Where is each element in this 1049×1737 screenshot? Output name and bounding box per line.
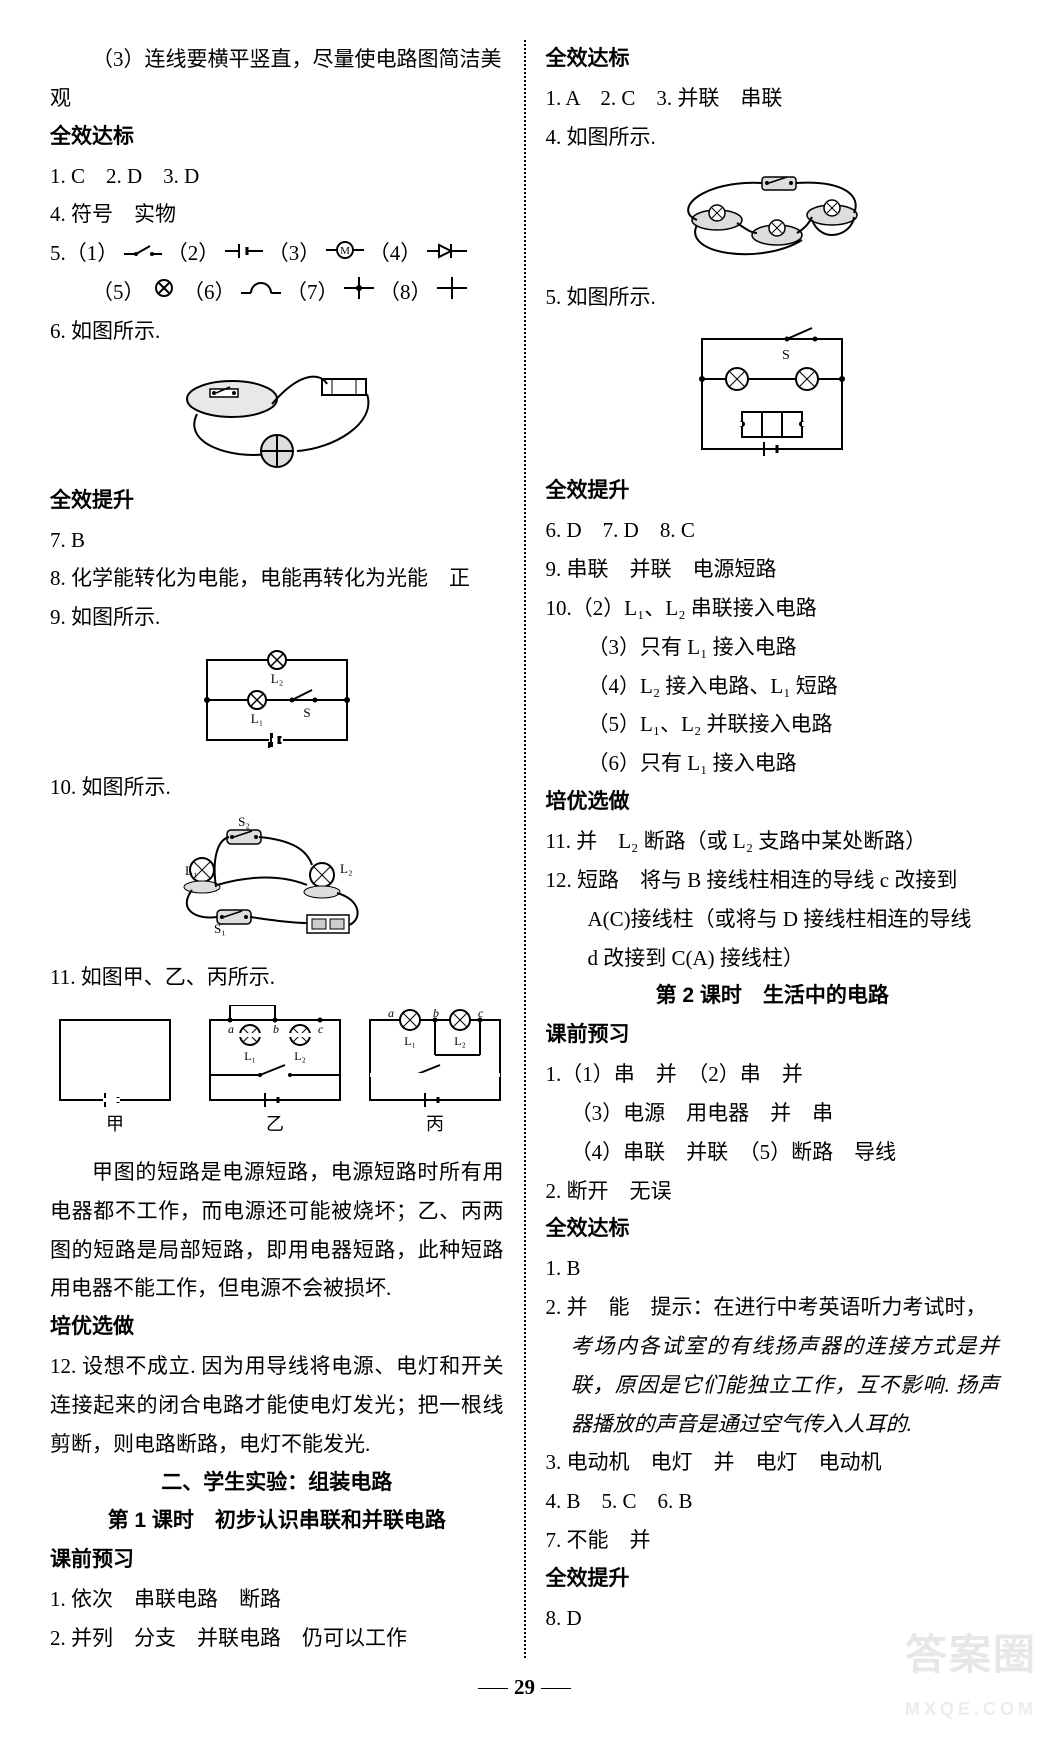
cap-bing: 丙 [426, 1114, 444, 1134]
svg-text:L₂: L₂ [454, 1034, 466, 1048]
q5-5-label: （5） [92, 280, 145, 304]
r-ans-4: 4. 如图所示. [546, 118, 1000, 157]
ans-10: 10. 如图所示. [50, 768, 504, 807]
figure-r-q4 [662, 165, 882, 270]
para-explain: 甲图的短路是电源短路，电源短路时所有用电器都不工作，而电源还可能被烧坏；乙、丙两… [50, 1153, 504, 1308]
q5-2-label: （2） [167, 241, 220, 265]
r-a1: 1. B [546, 1249, 1000, 1288]
heading-quanxiao-dabiao: 全效达标 [50, 118, 504, 157]
r-ans-12b: A(C)接线柱（或将与 D 接线柱相连的导线 [546, 900, 1000, 939]
r-pre-1c: （4）串联 并联 （5）断路 导线 [546, 1133, 1000, 1172]
ans-5-row2: （5） （6） （7） （8） [50, 273, 504, 312]
battery-icon [225, 242, 263, 260]
section-title-2b: 第 1 课时 初步认识串联和并联电路 [50, 1502, 504, 1541]
r-a3: 3. 电动机 电灯 并 电灯 电动机 [546, 1443, 1000, 1482]
q5-1-label: 5.（1） [50, 241, 118, 265]
r-ans-6-8: 6. D 7. D 8. C [546, 511, 1000, 550]
ans-8: 8. 化学能转化为电能，电能再转化为光能 正 [50, 559, 504, 598]
label-L1b: L₁ [185, 863, 197, 878]
cap-jia: 甲 [106, 1114, 124, 1134]
ans-7: 7. B [50, 521, 504, 560]
ans-9: 9. 如图所示. [50, 598, 504, 637]
r-heading-dabiao: 全效达标 [546, 40, 1000, 79]
r-heading-dabiao2: 全效达标 [546, 1210, 1000, 1249]
r-section-title-2: 第 2 课时 生活中的电路 [546, 977, 1000, 1016]
note-3: （3）连线要横平竖直，尽量使电路图简洁美观 [50, 40, 504, 118]
r-heading-tisheng2: 全效提升 [546, 1560, 1000, 1599]
ans-5-row1: 5.（1） （2） （3） M （4） [50, 234, 504, 273]
r-a2b: 考场内各试室的有线扬声器的连接方式是并联，原因是它们能独立工作，互不影响. 扬声… [546, 1327, 1000, 1444]
q5-8-label: （8） [379, 280, 432, 304]
r-a7: 7. 不能 并 [546, 1521, 1000, 1560]
r-label-S: S [782, 348, 790, 363]
ans-4: 4. 符号 实物 [50, 195, 504, 234]
figure-r-q5: S [687, 324, 857, 464]
svg-text:M: M [340, 245, 350, 257]
r-ans-10-5: （5）L₁、L₂ 并联接入电路 [546, 705, 1000, 744]
r-pre-1b: （3）电源 用电器 并 串 [546, 1094, 1000, 1133]
r-ans-10-2: 10.（2）L₁、L₂ 串联接入电路 [546, 589, 1000, 628]
r-a2a: 2. 并 能 提示：在进行中考英语听力考试时， [546, 1288, 1000, 1327]
figure-q10: S₂ L₁ L₂ S₁ [162, 815, 392, 950]
label-L1: L₁ [251, 711, 263, 726]
q5-6-label: （6） [183, 280, 236, 304]
label-L2: L₂ [271, 671, 283, 686]
svg-text:L₂: L₂ [294, 1049, 306, 1063]
lamp-icon [150, 277, 178, 299]
label-S1: S₁ [214, 921, 226, 936]
figure-q9: L₂ L₁ S [187, 645, 367, 760]
label-S2: S₂ [238, 815, 250, 829]
r-a4: 4. B 5. C 6. B [546, 1482, 1000, 1521]
r-heading-keqian: 课前预习 [546, 1016, 1000, 1055]
label-S: S [303, 705, 310, 720]
q5-4-label: （4） [369, 241, 422, 265]
r-ans-5: 5. 如图所示. [546, 278, 1000, 317]
r-ans-10-3: （3）只有 L₁ 接入电路 [546, 628, 1000, 667]
ans-1-3: 1. C 2. D 3. D [50, 157, 504, 196]
left-column: （3）连线要横平竖直，尽量使电路图简洁美观 全效达标 1. C 2. D 3. … [50, 40, 504, 1658]
figure-q11: 甲 L₁ L₂ a b c [50, 1005, 505, 1145]
switch-open-icon [124, 242, 162, 260]
cross-nc-icon [437, 277, 467, 299]
pre-2: 2. 并列 分支 并联电路 仍可以工作 [50, 1619, 504, 1658]
right-column: 全效达标 1. A 2. C 3. 并联 串联 4. 如图所示. 5. 如图所示… [546, 40, 1000, 1658]
figure-q6 [172, 359, 382, 474]
buzzer-icon [241, 279, 281, 299]
heading-peiyou: 培优选做 [50, 1308, 504, 1347]
cap-yi: 乙 [266, 1114, 284, 1134]
page-columns: （3）连线要横平竖直，尽量使电路图简洁美观 全效达标 1. C 2. D 3. … [50, 40, 999, 1658]
r-pre-2: 2. 断开 无误 [546, 1172, 1000, 1211]
diode-icon [427, 242, 467, 260]
column-divider [524, 40, 526, 1658]
ans-6: 6. 如图所示. [50, 312, 504, 351]
r-ans-1-3: 1. A 2. C 3. 并联 串联 [546, 79, 1000, 118]
svg-text:a: a [388, 1006, 394, 1020]
q5-7-label: （7） [286, 280, 339, 304]
motor-icon: M [326, 240, 364, 260]
r-ans-10-6: （6）只有 L₁ 接入电路 [546, 744, 1000, 783]
ans-11: 11. 如图甲、乙、丙所示. [50, 958, 504, 997]
r-heading-peiyou: 培优选做 [546, 783, 1000, 822]
heading-keqian: 课前预习 [50, 1541, 504, 1580]
label-L2b: L₂ [340, 861, 352, 876]
r-pre-1a: 1.（1）串 并 （2）串 并 [546, 1055, 1000, 1094]
section-title-2: 二、学生实验：组装电路 [50, 1464, 504, 1503]
r-ans-12a: 12. 短路 将与 B 接线柱相连的导线 c 改接到 [546, 861, 1000, 900]
r-ans-11: 11. 并 L₂ 断路（或 L₂ 支路中某处断路） [546, 822, 1000, 861]
r-ans-9: 9. 串联 并联 电源短路 [546, 550, 1000, 589]
r-ans-12c: d 改接到 C(A) 接线柱） [546, 939, 1000, 978]
svg-text:L₁: L₁ [244, 1049, 256, 1063]
page-number: 29 [50, 1668, 999, 1707]
r-ans-10-4: （4）L₂ 接入电路、L₁ 短路 [546, 667, 1000, 706]
svg-text:L₁: L₁ [404, 1034, 416, 1048]
node-icon [344, 277, 374, 299]
ans-12: 12. 设想不成立. 因为用导线将电源、电灯和开关连接起来的闭合电路才能使电灯发… [50, 1347, 504, 1464]
watermark: 答案圈 MXQE.COM [905, 1616, 1037, 1727]
r-heading-tisheng: 全效提升 [546, 472, 1000, 511]
heading-quanxiao-tisheng: 全效提升 [50, 482, 504, 521]
q5-3-label: （3） [268, 241, 321, 265]
